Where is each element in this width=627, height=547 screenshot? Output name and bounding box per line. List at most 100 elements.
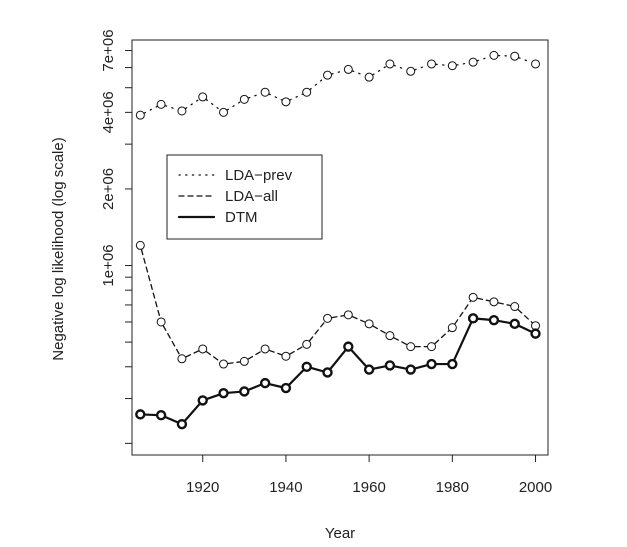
x-tick-label: 1940: [269, 479, 302, 496]
data-point: [302, 339, 312, 349]
x-tick-label: 1920: [186, 479, 219, 496]
series-segment: [517, 308, 533, 324]
data-point: [489, 297, 499, 307]
series-segment: [476, 297, 491, 302]
data-point: [510, 51, 520, 61]
series-segment: [309, 366, 325, 373]
data-point: [322, 367, 333, 378]
series-segment: [497, 319, 512, 325]
series-segment: [140, 249, 161, 319]
data-point: [427, 342, 437, 352]
series-segment: [453, 321, 473, 362]
y-tick-label: 4e+06: [100, 91, 117, 133]
data-point: [323, 313, 333, 323]
data-point: [135, 409, 146, 420]
series-segment: [268, 383, 283, 389]
series-segment: [268, 93, 283, 101]
data-point: [177, 354, 187, 364]
data-point: [218, 387, 229, 399]
series-segment: [289, 93, 304, 101]
series-segment: [268, 349, 283, 356]
data-point: [467, 313, 479, 324]
series-segment: [183, 402, 201, 422]
y-axis-label: Negative log likelihood (log scale): [50, 137, 67, 360]
data-point: [343, 310, 353, 320]
series-segment: [393, 64, 408, 71]
data-point: [281, 97, 291, 107]
data-point: [363, 364, 375, 375]
series-segment: [434, 330, 450, 345]
series-segment: [205, 393, 221, 401]
series-segment: [226, 390, 241, 394]
legend-label: DTM: [225, 209, 258, 226]
data-point: [280, 382, 292, 394]
data-point: [364, 72, 374, 82]
data-point: [156, 99, 166, 109]
data-point: [531, 59, 541, 69]
series-segment: [289, 345, 304, 355]
y-tick-label: 7e+06: [100, 29, 117, 71]
data-point: [239, 386, 250, 397]
series-segment: [331, 69, 345, 75]
series-segment: [308, 321, 326, 342]
data-point: [260, 87, 270, 97]
x-tick-label: 1980: [436, 479, 469, 496]
legend: LDA−prev LDA−all DTM: [166, 154, 323, 240]
series-segment: [184, 98, 200, 110]
data-point: [343, 341, 354, 352]
series-segment: [226, 101, 242, 111]
y-axis: 1e+06 2e+06 4e+06 7e+06: [100, 29, 132, 444]
data-point: [135, 110, 145, 120]
x-tick-label: 1960: [352, 479, 385, 496]
data-point: [156, 317, 166, 327]
legend-label: LDA−prev: [225, 167, 293, 184]
data-point: [447, 323, 457, 333]
series-segment: [162, 325, 181, 356]
data-point: [364, 319, 374, 329]
series-segment: [372, 325, 387, 335]
series-segment: [185, 350, 200, 358]
x-tick-label: 2000: [519, 479, 552, 496]
series-segment: [164, 415, 179, 424]
series-lda-prev: [135, 50, 541, 120]
x-axis-label: Year: [325, 525, 355, 542]
series-segment: [247, 93, 262, 99]
data-point: [281, 351, 291, 361]
plot-frame: [131, 39, 549, 456]
series-segment: [372, 65, 387, 76]
data-point: [488, 314, 500, 326]
series-segment: [351, 70, 366, 77]
data-point: [239, 356, 249, 366]
y-tick-label: 1e+06: [100, 244, 117, 286]
series-segment: [309, 77, 325, 91]
data-point: [219, 359, 229, 369]
data-point: [155, 410, 167, 421]
series-segment: [227, 361, 241, 365]
data-point: [385, 59, 395, 69]
data-point: [447, 61, 457, 71]
series-segment: [372, 365, 387, 370]
series-segment: [331, 314, 345, 319]
data-point: [239, 94, 249, 104]
data-point: [406, 66, 416, 76]
series-layer: [135, 50, 541, 430]
data-point: [530, 328, 541, 339]
series-segment: [164, 105, 179, 111]
data-point: [447, 358, 458, 370]
series-segment: [247, 350, 262, 360]
series-lda-all: [135, 240, 541, 369]
data-point: [176, 418, 188, 430]
series-segment: [435, 63, 449, 66]
data-point: [259, 377, 271, 389]
data-point: [385, 331, 395, 341]
series-segment: [414, 64, 428, 71]
data-point: [468, 57, 478, 67]
data-point: [323, 70, 333, 80]
series-segment: [476, 56, 491, 62]
data-point: [198, 344, 208, 354]
data-point: [384, 360, 396, 371]
data-point: [405, 364, 416, 375]
legend-label: LDA−all: [225, 188, 278, 205]
data-point: [260, 344, 270, 354]
